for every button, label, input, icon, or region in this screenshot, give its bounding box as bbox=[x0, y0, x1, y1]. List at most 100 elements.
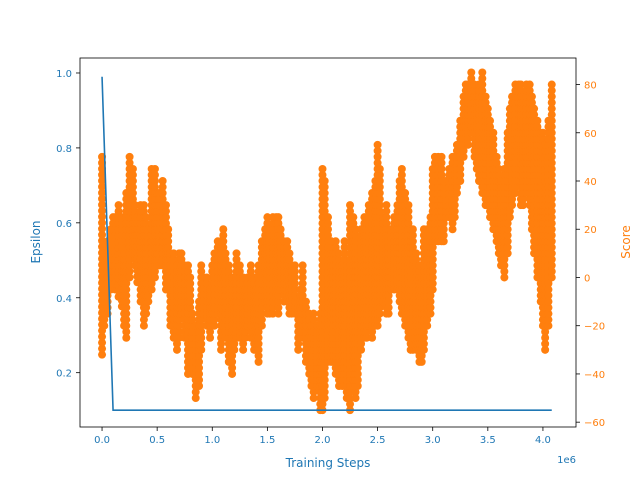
x-tick-label: 0.5 bbox=[149, 435, 165, 446]
right-y-tick-label: −20 bbox=[584, 322, 605, 333]
score-point bbox=[408, 243, 417, 252]
score-point bbox=[195, 375, 204, 384]
score-point bbox=[368, 333, 377, 342]
score-point bbox=[169, 255, 178, 264]
score-point bbox=[122, 315, 131, 324]
score-point bbox=[324, 219, 332, 228]
score-point bbox=[516, 86, 525, 95]
score-point bbox=[144, 291, 153, 300]
score-point bbox=[219, 237, 228, 246]
score-point bbox=[320, 369, 329, 378]
score-point bbox=[428, 261, 437, 270]
score-point bbox=[125, 267, 134, 276]
score-point bbox=[263, 219, 272, 228]
score-point bbox=[349, 213, 358, 222]
score-point bbox=[547, 183, 556, 192]
score-point bbox=[353, 382, 362, 390]
score-point bbox=[375, 183, 384, 192]
score-point bbox=[494, 164, 503, 173]
score-point bbox=[195, 382, 204, 390]
score-point bbox=[375, 170, 384, 179]
score-point bbox=[426, 297, 435, 306]
score-point bbox=[478, 80, 487, 89]
score-point bbox=[538, 128, 547, 137]
score-point bbox=[456, 177, 465, 185]
score-point bbox=[547, 116, 556, 125]
score-point bbox=[139, 321, 148, 330]
score-point bbox=[301, 303, 310, 312]
score-point bbox=[254, 339, 263, 348]
score-point bbox=[505, 207, 514, 216]
score-point bbox=[382, 219, 391, 228]
score-point bbox=[254, 333, 263, 342]
score-point bbox=[320, 177, 329, 185]
score-point bbox=[263, 213, 272, 222]
score-point bbox=[541, 327, 550, 336]
score-point bbox=[309, 315, 318, 324]
x-offset-label: 1e6 bbox=[557, 455, 576, 466]
score-point bbox=[290, 273, 299, 282]
score-point bbox=[478, 86, 487, 95]
score-point bbox=[547, 195, 556, 204]
score-point bbox=[426, 291, 435, 300]
score-point bbox=[481, 92, 490, 101]
score-point bbox=[503, 237, 512, 246]
score-point bbox=[186, 273, 195, 282]
score-point bbox=[489, 128, 498, 137]
score-point bbox=[483, 104, 492, 113]
score-point bbox=[463, 140, 472, 149]
score-point bbox=[547, 146, 556, 155]
score-point bbox=[98, 332, 107, 341]
score-point bbox=[125, 273, 134, 282]
score-point bbox=[197, 261, 206, 270]
score-point bbox=[547, 177, 556, 185]
score-point bbox=[459, 146, 468, 155]
score-point bbox=[318, 400, 327, 409]
score-point bbox=[228, 351, 237, 360]
score-point bbox=[547, 225, 556, 234]
score-point bbox=[547, 267, 556, 276]
score-point bbox=[489, 146, 498, 155]
score-point bbox=[428, 249, 437, 258]
score-point bbox=[530, 104, 539, 113]
score-point bbox=[98, 350, 107, 359]
score-point bbox=[197, 267, 206, 276]
score-point bbox=[452, 189, 461, 198]
right-y-axis-title: Score bbox=[619, 225, 633, 259]
score-point bbox=[298, 267, 307, 276]
score-point bbox=[320, 394, 329, 403]
score-point bbox=[276, 225, 285, 234]
score-point bbox=[547, 86, 556, 95]
score-point bbox=[494, 170, 503, 179]
score-point bbox=[161, 207, 170, 216]
score-point bbox=[320, 375, 329, 384]
score-point bbox=[456, 158, 465, 167]
score-point bbox=[164, 237, 173, 246]
score-point bbox=[221, 249, 230, 258]
score-point bbox=[547, 152, 556, 161]
score-point bbox=[450, 207, 459, 216]
score-point bbox=[373, 158, 382, 167]
score-point bbox=[210, 321, 219, 330]
score-point bbox=[197, 333, 206, 342]
score-point bbox=[235, 267, 244, 276]
score-point bbox=[397, 164, 406, 173]
right-y-tick-label: −40 bbox=[584, 370, 605, 381]
score-point bbox=[175, 333, 184, 342]
score-point bbox=[375, 177, 384, 185]
score-point bbox=[191, 394, 200, 403]
score-point bbox=[254, 327, 263, 336]
score-point bbox=[122, 297, 131, 306]
score-point bbox=[346, 388, 355, 397]
score-point bbox=[320, 207, 329, 216]
score-point bbox=[547, 134, 556, 143]
score-point bbox=[505, 213, 514, 222]
plot-frame bbox=[79, 57, 577, 428]
score-point bbox=[122, 279, 131, 288]
score-point bbox=[274, 291, 283, 300]
score-point bbox=[408, 237, 417, 246]
score-point bbox=[500, 267, 509, 276]
score-point bbox=[384, 303, 393, 312]
score-point bbox=[428, 273, 437, 282]
left-y-axis: 0.2 0.4 0.6 0.8 1.0 bbox=[56, 69, 80, 380]
